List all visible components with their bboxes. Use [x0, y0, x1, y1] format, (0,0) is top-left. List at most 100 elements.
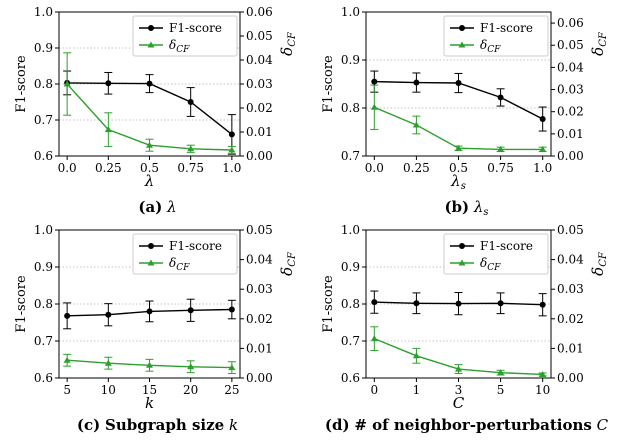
y-tick-label-left: 1.0	[341, 223, 360, 237]
legend: F1-score δCF	[132, 15, 238, 57]
panel-caption: (c) Subgraph size k	[77, 416, 238, 434]
data-point-triangle	[370, 103, 378, 110]
legend-box	[443, 15, 549, 57]
x-tick-label: 20	[183, 383, 198, 397]
x-tick-label: 25	[224, 383, 239, 397]
data-point-triangle	[539, 145, 547, 152]
data-point-triangle	[497, 369, 505, 376]
y-tick-label-right: 0.01	[246, 341, 273, 355]
x-tick-label: 10	[101, 383, 116, 397]
y-tick-label-left: 0.7	[341, 334, 360, 348]
data-point-triangle	[146, 141, 153, 148]
series-0	[63, 298, 236, 330]
y-tick-label-right: 0.03	[246, 77, 273, 91]
legend-label-sub: CF	[487, 263, 501, 273]
data-point-circle	[497, 94, 504, 101]
y-axis-label-left: F1-score	[321, 55, 336, 113]
y-tick-label-left: 0.9	[34, 41, 53, 55]
x-axis-label: λs	[450, 172, 466, 192]
data-point-triangle	[187, 363, 195, 370]
y-tick-label-right: 0.02	[246, 101, 273, 115]
legend-marker-triangle	[458, 259, 466, 266]
y-axis-label-right: δCF	[589, 31, 609, 56]
y-tick-label-left: 0.7	[341, 149, 360, 163]
y-tick-label-right: 0.01	[557, 341, 584, 355]
data-point-triangle	[187, 145, 195, 152]
y-axis-label-right-sub: CF	[287, 31, 298, 47]
y-tick-label-left: 0.7	[34, 334, 53, 348]
y-tick-label-right: 0.00	[557, 149, 584, 163]
legend-label-main: δ	[480, 38, 487, 52]
y-tick-label-right: 0.02	[557, 105, 584, 119]
y-tick-label-left: 0.8	[34, 77, 53, 91]
data-point-circle	[413, 79, 420, 86]
data-point-circle	[105, 80, 112, 87]
y-tick-label-right: 0.03	[557, 83, 584, 97]
y-tick-label-right: 0.00	[557, 371, 584, 385]
x-axis-label: C	[453, 394, 465, 412]
data-point-circle	[146, 80, 153, 87]
x-tick-label: 10	[535, 383, 550, 397]
chart-panel-1: 0.7 0.8 0.9 1.0 0.00 0.01 0.02 0.03 0.04 0.05 0.06…	[321, 5, 609, 218]
y-tick-label-left: 1.0	[34, 5, 53, 19]
y-tick-label-right: 0.05	[557, 38, 584, 52]
legend-marker-circle	[148, 25, 154, 31]
data-point-triangle	[146, 361, 153, 368]
x-tick-label: 0.25	[95, 161, 122, 175]
series-0	[370, 290, 547, 317]
y-axis-label-left: F1-score	[321, 275, 336, 333]
y-tick-label-left: 0.6	[341, 371, 360, 385]
y-tick-label-left: 0.9	[34, 260, 53, 274]
legend-marker-circle	[459, 243, 465, 249]
y-tick-label-right: 0.06	[246, 5, 273, 19]
legend-label: F1-score	[169, 21, 222, 35]
y-tick-label-right: 0.03	[246, 282, 273, 296]
caption-symbol: k	[229, 416, 238, 434]
legend-marker-triangle	[147, 259, 155, 266]
x-tick-label: 0.0	[58, 161, 77, 175]
y-tick-label-left: 1.0	[341, 5, 360, 19]
y-tick-label-right: 0.01	[246, 125, 273, 139]
x-tick-label: 1.0	[222, 161, 241, 175]
y-tick-label-left: 0.8	[34, 297, 53, 311]
x-tick-label: 0.0	[365, 161, 384, 175]
legend-label: F1-score	[169, 239, 222, 253]
y-tick-label-right: 0.04	[246, 253, 273, 267]
data-point-triangle	[104, 359, 112, 366]
x-tick-label: 1.0	[533, 161, 552, 175]
data-point-circle	[455, 300, 462, 307]
data-point-circle	[64, 312, 71, 319]
x-tick-label: 5	[63, 383, 71, 397]
data-point-triangle	[412, 352, 420, 359]
legend-label-sub: CF	[176, 263, 190, 273]
caption-symbol: C	[597, 416, 609, 434]
x-tick-label: 0.75	[487, 161, 514, 175]
y-tick-label-left: 0.8	[341, 297, 360, 311]
chart-panel-3: 0.6 0.7 0.8 0.9 1.0 0.00 0.01 0.02 0.03 0.04 0.05 0…	[321, 223, 609, 434]
y-tick-label-right: 0.05	[557, 223, 584, 237]
y-tick-label-left: 0.9	[341, 53, 360, 67]
data-point-circle	[539, 116, 546, 123]
caption-text: # of neighbor-perturbations	[354, 416, 592, 434]
y-axis-label-left: F1-score	[14, 55, 29, 113]
data-point-triangle	[370, 335, 378, 342]
y-axis-label-right-sub: CF	[287, 251, 298, 267]
legend-marker-triangle	[147, 41, 155, 48]
x-axis-label-main: λ	[450, 172, 461, 190]
x-tick-label: 0.25	[403, 161, 430, 175]
caption-prefix: (d)	[325, 416, 350, 434]
series-1	[370, 326, 547, 377]
caption-prefix: (b)	[444, 198, 469, 216]
legend: F1-score δCF	[443, 233, 549, 275]
legend-marker-circle	[459, 25, 465, 31]
legend-marker-circle	[148, 243, 154, 249]
data-point-triangle	[455, 144, 462, 151]
y-tick-label-right: 0.05	[246, 29, 273, 43]
panel-caption: (a) λ	[138, 198, 176, 216]
legend-label: δCF	[169, 38, 190, 55]
x-tick-label: 0	[371, 383, 379, 397]
y-tick-label-right: 0.00	[246, 149, 273, 163]
x-tick-label: 1	[413, 383, 421, 397]
data-point-circle	[146, 308, 153, 315]
y-tick-label-right: 0.04	[246, 53, 273, 67]
